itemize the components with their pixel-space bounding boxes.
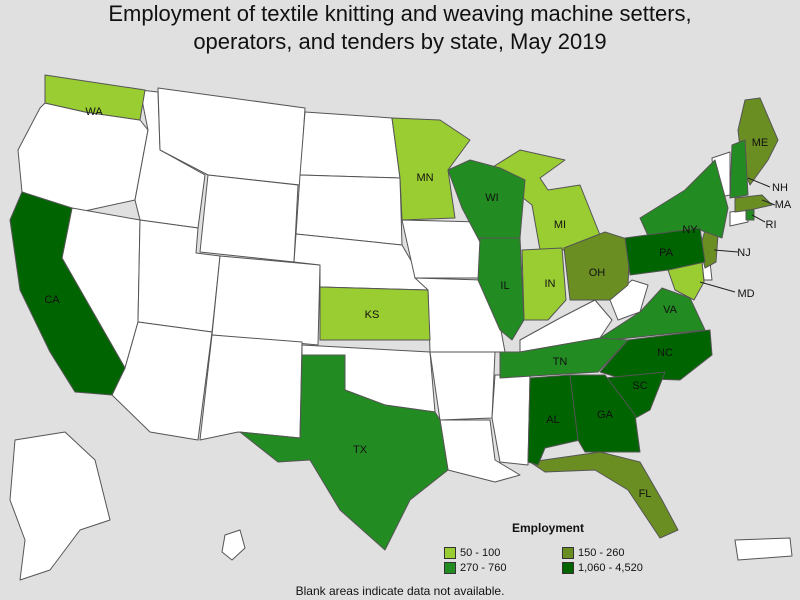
label-TN: TN xyxy=(553,356,568,368)
state-MA[interactable] xyxy=(734,194,773,213)
state-CA[interactable] xyxy=(9,191,126,396)
state-CT[interactable] xyxy=(729,209,749,227)
legend-item-1: 50 - 100 xyxy=(444,547,500,559)
label-AL: AL xyxy=(546,414,559,426)
label-MD: MD xyxy=(737,288,754,300)
state-HI[interactable] xyxy=(221,529,246,561)
state-labels: WA CA MN WI MI NY ME NH MA RI NJ PA MD O… xyxy=(44,106,792,500)
label-NH: NH xyxy=(772,182,788,194)
tier-1060-4520-states xyxy=(9,191,713,466)
legend-swatch-3 xyxy=(444,562,456,574)
map-title: Employment of textile knitting and weavi… xyxy=(0,0,800,56)
state-OH[interactable] xyxy=(563,231,631,301)
leader-lines xyxy=(699,177,776,293)
label-MN: MN xyxy=(416,172,433,184)
legend-title: Employment xyxy=(512,521,585,535)
title-line-2: operators, and tenders by state, May 201… xyxy=(193,29,607,54)
state-WY[interactable] xyxy=(199,174,299,263)
label-KS: KS xyxy=(365,309,380,321)
legend-label-3: 270 - 760 xyxy=(460,562,507,574)
state-GA[interactable] xyxy=(569,374,641,453)
state-WA[interactable] xyxy=(44,74,146,121)
state-KS[interactable] xyxy=(319,286,431,341)
legend-item-2: 150 - 260 xyxy=(562,547,624,559)
label-MI: MI xyxy=(554,219,566,231)
label-GA: GA xyxy=(597,409,614,421)
state-NH[interactable] xyxy=(729,139,749,199)
label-NY: NY xyxy=(682,224,698,236)
legend-label-4: 1,060 - 4,520 xyxy=(578,562,643,574)
state-TX[interactable] xyxy=(239,354,449,551)
state-AK[interactable] xyxy=(9,431,111,581)
title-line-1: Employment of textile knitting and weavi… xyxy=(108,1,692,26)
state-SD[interactable] xyxy=(295,174,403,246)
label-MA: MA xyxy=(775,199,792,211)
legend-item-3: 270 - 760 xyxy=(444,562,506,574)
label-RI: RI xyxy=(766,219,777,231)
state-AR[interactable] xyxy=(429,351,496,421)
label-IL: IL xyxy=(500,280,509,292)
state-PA[interactable] xyxy=(624,227,706,276)
no-data-states xyxy=(9,87,793,581)
state-MS[interactable] xyxy=(491,374,531,466)
legend-swatch-4 xyxy=(562,562,574,574)
state-OR[interactable] xyxy=(17,102,149,213)
tier-150-260-states xyxy=(529,97,779,539)
legend-label-2: 150 - 260 xyxy=(578,547,625,559)
label-WI: WI xyxy=(485,192,498,204)
state-MI[interactable] xyxy=(487,149,601,251)
state-RI[interactable] xyxy=(745,209,755,221)
legend-swatch-2 xyxy=(562,547,574,559)
state-WI[interactable] xyxy=(447,159,526,243)
state-ME[interactable] xyxy=(737,97,779,186)
label-ME: ME xyxy=(752,137,769,149)
state-MN[interactable] xyxy=(391,117,471,221)
state-IL[interactable] xyxy=(477,237,525,341)
label-IN: IN xyxy=(545,278,556,290)
state-NM[interactable] xyxy=(199,334,303,441)
label-TX: TX xyxy=(353,444,368,456)
no-data-note: Blank areas indicate data not available. xyxy=(295,584,505,598)
label-FL: FL xyxy=(639,488,652,500)
state-PR[interactable] xyxy=(734,537,793,561)
label-CA: CA xyxy=(44,294,60,306)
legend-label-1: 50 - 100 xyxy=(460,547,501,559)
tier-270-760-states xyxy=(239,139,755,551)
label-WA: WA xyxy=(85,106,103,118)
legend-swatch-1 xyxy=(444,547,456,559)
tier-50-100-states xyxy=(44,74,705,341)
label-NC: NC xyxy=(657,347,673,359)
state-FL[interactable] xyxy=(529,451,679,539)
label-NJ: NJ xyxy=(737,247,750,259)
state-CO[interactable] xyxy=(211,255,321,346)
label-SC: SC xyxy=(632,380,647,392)
label-VA: VA xyxy=(663,304,678,316)
label-OH: OH xyxy=(589,267,606,279)
state-ND[interactable] xyxy=(299,111,401,179)
legend-item-4: 1,060 - 4,520 xyxy=(562,562,643,574)
label-PA: PA xyxy=(659,247,674,259)
